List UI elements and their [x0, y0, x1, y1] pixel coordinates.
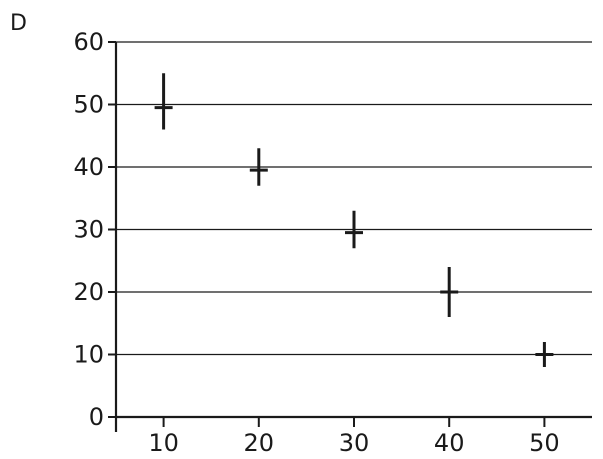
- x-axis-ticks: 10 20 30 40 50: [148, 417, 560, 457]
- y-tick-label-0: 0: [89, 403, 104, 431]
- x-tick-label-30: 30: [339, 429, 370, 457]
- y-tick-label-20: 20: [73, 278, 104, 306]
- data-point-1: [154, 73, 173, 130]
- y-tick-label-30: 30: [73, 216, 104, 244]
- x-tick-label-40: 40: [434, 429, 465, 457]
- y-tick-label-50: 50: [73, 91, 104, 119]
- y-tick-label-10: 10: [73, 341, 104, 369]
- gridlines: [116, 41, 592, 356]
- data-point-5: [535, 342, 554, 367]
- x-tick-label-20: 20: [244, 429, 275, 457]
- x-tick-label-50: 50: [529, 429, 560, 457]
- data-point-2: [249, 148, 268, 186]
- y-axis-ticks: 0 10 20 30 40 50 60: [73, 28, 116, 431]
- y-tick-label-60: 60: [73, 28, 104, 56]
- panel-label: D: [10, 11, 27, 36]
- data-point-4: [440, 267, 459, 317]
- data-point-3: [345, 210, 363, 249]
- y-tick-label-40: 40: [73, 153, 104, 181]
- data-marks: [154, 73, 554, 367]
- x-tick-label-10: 10: [148, 429, 179, 457]
